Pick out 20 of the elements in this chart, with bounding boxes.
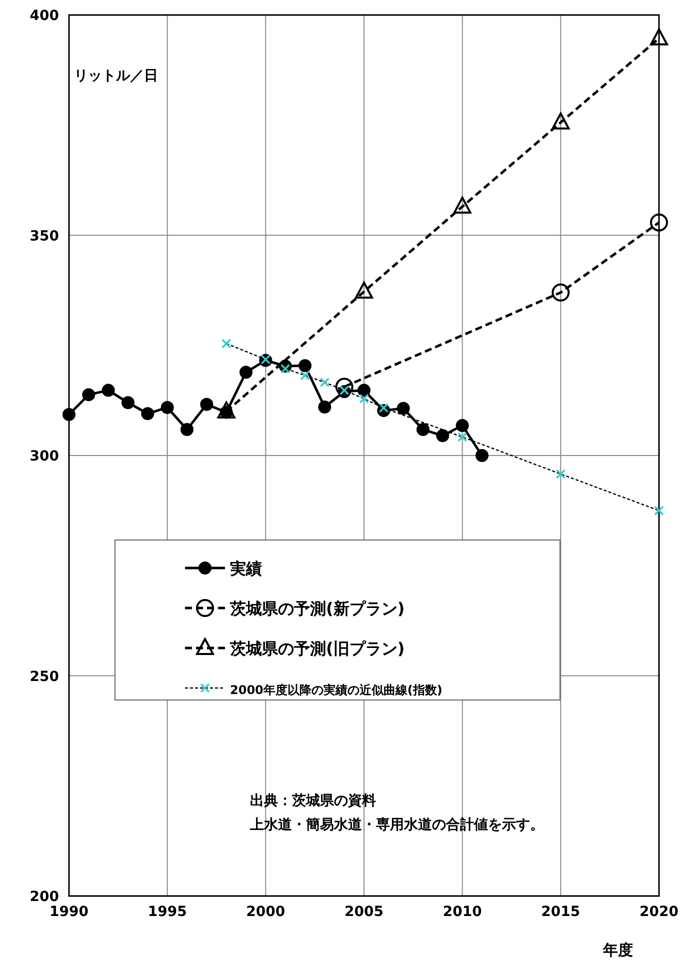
y-axis-title: リットル／日 [74, 68, 158, 84]
legend-label: 茨城県の予測(新プラン) [229, 599, 405, 618]
annotation: 上水道・簡易水道・専用水道の合計値を示す。 [249, 817, 544, 833]
y-tick-label: 300 [30, 448, 60, 464]
annotation: 出典：茨城県の資料 [250, 793, 376, 809]
x-axis-title: 年度 [602, 941, 633, 959]
y-tick-label: 400 [30, 8, 60, 24]
y-tick-label: 200 [30, 889, 60, 905]
legend-label: 実績 [229, 559, 262, 578]
x-tick-label: 1995 [148, 904, 187, 920]
x-tick-label: 1990 [50, 904, 89, 920]
legend-label: 茨城県の予測(旧プラン) [229, 639, 405, 658]
y-tick-label: 350 [30, 228, 60, 244]
legend-label: 2000年度以降の実績の近似曲線(指数) [230, 683, 442, 697]
x-tick-label: 2015 [541, 904, 580, 920]
x-tick-label: 2005 [344, 904, 384, 920]
y-tick-label: 250 [30, 668, 60, 685]
x-tick-label: 2010 [442, 904, 482, 920]
x-tick-label: 2000 [246, 904, 286, 920]
x-tick-label: 2020 [640, 904, 679, 920]
